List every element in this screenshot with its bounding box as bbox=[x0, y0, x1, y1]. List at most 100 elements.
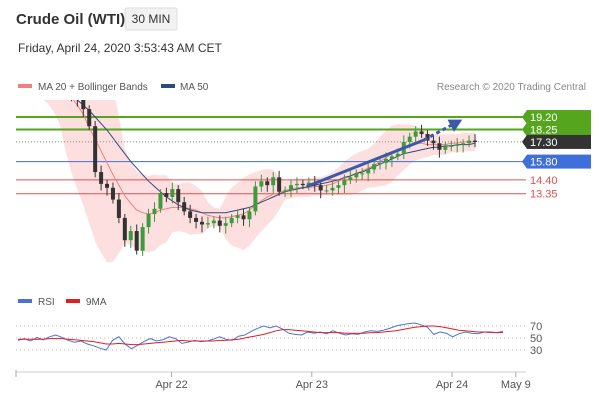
candle-body bbox=[182, 202, 187, 212]
candle-body bbox=[461, 143, 466, 145]
candle-body bbox=[419, 131, 424, 135]
candle-body bbox=[289, 185, 294, 191]
level-box-18-25 bbox=[527, 122, 591, 137]
candle-body bbox=[188, 211, 193, 218]
legend-swatch-ma50 bbox=[161, 84, 175, 88]
candle-body bbox=[407, 136, 412, 142]
candle-body bbox=[146, 214, 151, 228]
candle-body bbox=[449, 145, 454, 147]
candle-body bbox=[336, 185, 341, 188]
candle-body bbox=[134, 231, 139, 251]
candle-body bbox=[110, 187, 115, 200]
candle-body bbox=[158, 193, 163, 209]
candle-body bbox=[306, 182, 311, 186]
candle-body bbox=[330, 187, 335, 191]
candle-body bbox=[294, 183, 299, 186]
candle-body bbox=[265, 181, 270, 186]
x-tick-label: Apr 23 bbox=[296, 379, 328, 391]
candle-body bbox=[99, 172, 104, 184]
level-label-17-30: 17.30 bbox=[530, 137, 558, 149]
candle-body bbox=[342, 179, 347, 186]
timeframe-label: 30 MIN bbox=[132, 12, 171, 26]
candle-body bbox=[455, 144, 460, 146]
legend-label-ma50: MA 50 bbox=[180, 82, 209, 93]
candle-body bbox=[211, 220, 216, 224]
candle-body bbox=[116, 199, 121, 218]
x-axis: Apr 22 Apr 23 Apr 24 May 9 bbox=[15, 370, 531, 391]
candle-body bbox=[46, 69, 50, 74]
legend-label-ma20: MA 20 + Bollinger Bands bbox=[38, 82, 148, 93]
candle-body bbox=[81, 100, 86, 110]
candle-body bbox=[93, 126, 98, 173]
projection-arrow-shaft bbox=[423, 122, 455, 142]
candle-body bbox=[354, 173, 359, 178]
candle-body bbox=[217, 220, 222, 226]
level-box-pointer bbox=[522, 110, 527, 125]
level-label-13-35: 13.35 bbox=[530, 189, 558, 201]
candle-body bbox=[383, 158, 388, 163]
candle-body bbox=[425, 134, 430, 141]
candle-body bbox=[431, 140, 436, 144]
level-box-17-30 bbox=[527, 134, 591, 149]
candle-body bbox=[366, 169, 371, 174]
candle-body bbox=[360, 173, 365, 175]
rsi-legend: RSI 9MA bbox=[18, 297, 107, 308]
rsi-series-9ma bbox=[18, 325, 503, 346]
candle-body bbox=[372, 164, 377, 170]
timestamp: Friday, April 24, 2020 3:53:43 AM CET bbox=[18, 41, 223, 55]
legend-label-rsi: RSI bbox=[38, 297, 55, 308]
candle-body bbox=[199, 221, 204, 225]
main-legend: MA 20 + Bollinger Bands MA 50 Research ©… bbox=[18, 82, 586, 93]
candle-body bbox=[22, 75, 26, 80]
candle-body bbox=[413, 131, 418, 137]
level-box-19-20 bbox=[527, 110, 591, 125]
candle-body bbox=[223, 223, 228, 226]
candle-body bbox=[52, 70, 56, 74]
candle-body bbox=[122, 217, 127, 241]
level-label-15-80: 15.80 bbox=[530, 157, 558, 169]
level-box-pointer bbox=[522, 122, 527, 137]
candle-body bbox=[247, 211, 252, 220]
candle-body bbox=[128, 231, 133, 241]
candle-body bbox=[235, 215, 240, 218]
candle-body bbox=[467, 140, 472, 144]
rsi-series-rsi bbox=[17, 322, 504, 351]
bollinger-band bbox=[43, 100, 475, 263]
bollinger-layer bbox=[43, 100, 475, 263]
header-background-pattern bbox=[200, 4, 592, 34]
legend-swatch-rsi bbox=[18, 299, 32, 303]
candle-body bbox=[194, 217, 199, 222]
candle-body bbox=[395, 153, 400, 157]
candle-body bbox=[34, 71, 38, 78]
rsi-tick-50: 50 bbox=[530, 333, 542, 345]
candle-body bbox=[58, 70, 62, 82]
candle-body bbox=[437, 143, 442, 150]
candle-body bbox=[28, 71, 32, 75]
level-box-pointer bbox=[522, 134, 527, 149]
level-label-18-25: 18.25 bbox=[530, 124, 558, 136]
candle-body bbox=[164, 193, 169, 197]
legend-label-9ma: 9MA bbox=[86, 297, 107, 308]
candle-body bbox=[259, 181, 264, 187]
timeframe-badge[interactable] bbox=[124, 7, 178, 31]
candle-body bbox=[443, 145, 448, 150]
legend-swatch-ma20 bbox=[18, 84, 32, 88]
candle-body bbox=[271, 177, 276, 186]
candle-body bbox=[473, 140, 477, 142]
research-credit: Research © 2020 Trading Central bbox=[437, 82, 586, 93]
rsi-tick-30: 30 bbox=[530, 345, 542, 357]
candle-body bbox=[40, 69, 44, 78]
candle-body bbox=[378, 162, 383, 165]
candle-body bbox=[229, 217, 234, 224]
candle-body bbox=[283, 190, 288, 192]
x-tick-label: Apr 24 bbox=[436, 379, 468, 391]
candle-body bbox=[75, 96, 79, 100]
candle-body bbox=[389, 156, 394, 159]
candle-body bbox=[140, 227, 145, 251]
instrument-title: Crude Oil (WTI) bbox=[16, 11, 125, 28]
support-trendline bbox=[306, 138, 425, 188]
candle-body bbox=[348, 177, 353, 180]
